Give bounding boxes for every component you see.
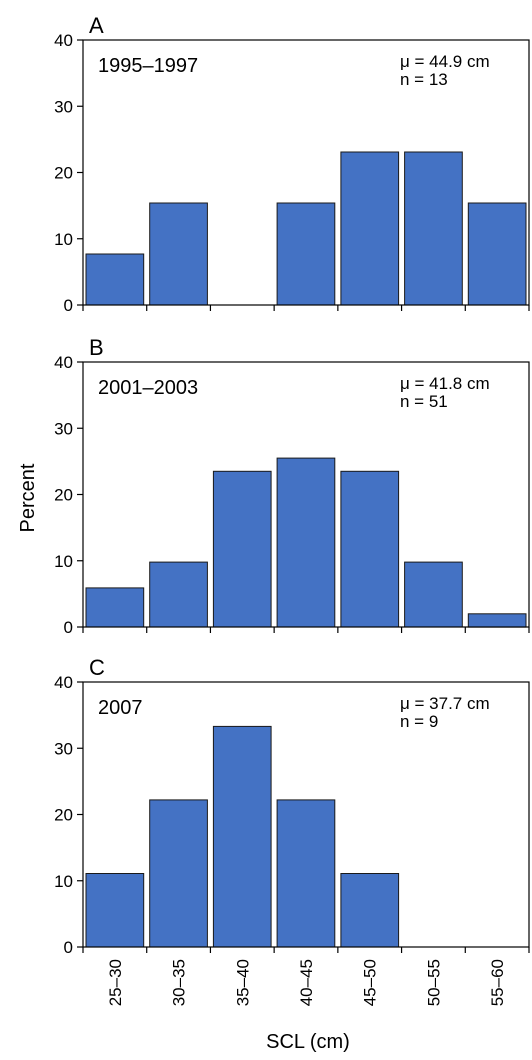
bar-45–50 [340,873,400,948]
panel-letter: A [89,13,104,38]
mean-label: μ = 44.9 cm [400,52,490,71]
n-label: n = 9 [400,712,438,731]
y-tick-label: 20 [54,806,73,825]
y-tick-label: 40 [54,353,73,372]
period-label: 2001–2003 [98,377,198,399]
bar-30–35 [149,561,208,628]
bar-25–30 [85,873,145,948]
x-axis-title: SCL (cm) [266,1031,350,1053]
x-category-label: 25–30 [106,959,125,1006]
y-tick-label: 20 [54,164,73,183]
bar-25–30 [85,587,145,628]
bar-40–45 [276,799,336,948]
panel-a: 0 10 20 30 40 A 1995–1997 μ = 44.9 cmn = 13 [54,13,530,315]
x-category-label: 30–35 [170,959,189,1006]
y-tick-label: 30 [54,97,73,116]
bar-40–45 [276,202,336,306]
panel-b: 0 10 20 30 40 B 2001–2003 μ = 41.8 cmn = 51 [54,335,530,637]
y-tick-label: 40 [54,31,73,50]
bar-30–35 [149,202,208,306]
bar-40–45 [276,457,336,628]
bar-30–35 [149,799,208,948]
mean-label: μ = 37.7 cm [400,694,490,713]
bar-35–40 [212,725,272,948]
period-label: 2007 [98,697,143,719]
y-tick-label: 30 [54,739,73,758]
y-tick-label: 10 [54,230,73,249]
bar-25–30 [85,253,145,306]
y-tick-label: 30 [54,419,73,438]
bar-50–55 [404,561,463,628]
x-category-label: 35–40 [233,959,252,1006]
n-label: n = 13 [400,70,448,89]
bar-45–50 [340,470,400,628]
bar-55–60 [467,613,527,628]
panel-letter: B [89,335,104,360]
panel-c: 0 10 20 30 40 C 2007 μ = 37.7 cmn = 9 25–30 30–35… [54,655,530,1006]
x-category-label: 40–45 [297,959,316,1006]
y-tick-label: 20 [54,486,73,505]
bar-35–40 [212,470,272,628]
mean-label: μ = 41.8 cm [400,374,490,393]
bar-50–55 [404,151,463,306]
x-category-label: 50–55 [424,959,443,1006]
y-tick-label: 0 [64,618,73,637]
y-axis-title: Percent [17,463,39,532]
y-tick-label: 0 [64,938,73,957]
y-tick-label: 40 [54,673,73,692]
y-tick-label: 10 [54,552,73,571]
bar-55–60 [467,202,527,306]
panel-letter: C [89,655,105,680]
n-label: n = 51 [400,392,448,411]
bar-45–50 [340,151,400,306]
x-category-label: 55–60 [488,959,507,1006]
period-label: 1995–1997 [98,55,198,77]
y-tick-label: 10 [54,872,73,891]
x-category-label: 45–50 [361,959,380,1006]
y-tick-label: 0 [64,296,73,315]
